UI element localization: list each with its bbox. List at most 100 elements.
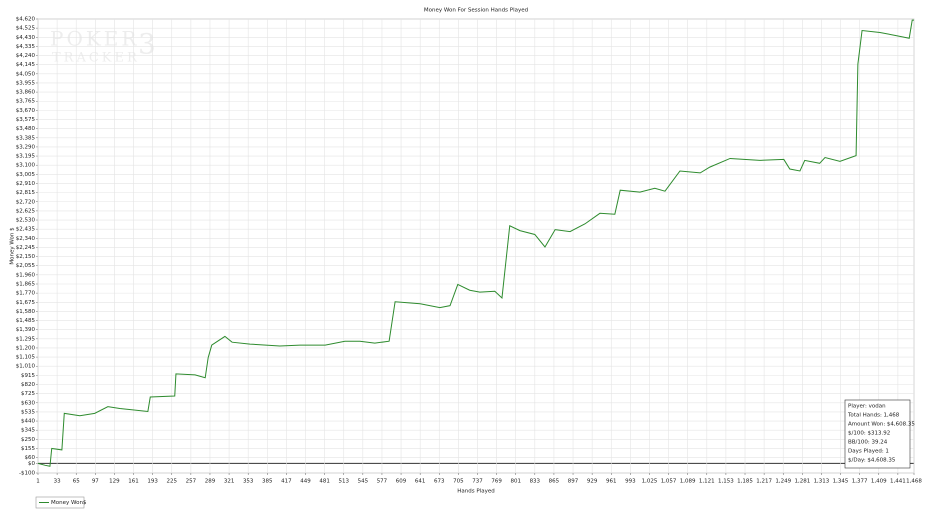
x-tick-label: 353 — [243, 479, 254, 485]
y-tick-label: $2,435 — [16, 227, 36, 233]
y-tick-label: $4,335 — [16, 44, 36, 50]
y-tick-label: $2,625 — [16, 208, 36, 214]
x-tick-label: 321 — [224, 479, 235, 485]
y-tick-label: $725 — [21, 391, 35, 397]
legend-label: Money Won$ — [51, 500, 87, 506]
info-line: Amount Won: $4,608.35 — [848, 422, 915, 428]
x-tick-label: 1,377 — [852, 479, 868, 485]
x-tick-label: 1,409 — [871, 479, 887, 485]
y-tick-label: $1,105 — [16, 355, 36, 361]
watermark-text: POKER — [50, 27, 139, 51]
y-tick-label: $3,860 — [16, 90, 36, 96]
y-tick-label: $535 — [21, 409, 35, 415]
y-tick-label: $3,575 — [16, 117, 36, 123]
y-tick-label: $250 — [21, 437, 35, 443]
x-tick-label: 769 — [491, 479, 502, 485]
y-tick-label: $3,290 — [16, 144, 36, 150]
x-tick-label: 225 — [167, 479, 178, 485]
x-tick-label: 1,281 — [794, 479, 810, 485]
x-tick-label: 1,057 — [661, 479, 677, 485]
x-tick-label: 897 — [568, 479, 579, 485]
y-tick-label: $3,195 — [16, 154, 36, 160]
y-axis-title: Money Won $ — [10, 227, 16, 265]
info-line: Player: vodan — [848, 404, 886, 410]
y-tick-label: $1,865 — [16, 281, 36, 287]
x-tick-label: 481 — [319, 479, 330, 485]
y-tick-label: $4,240 — [16, 53, 36, 59]
y-tick-label: $3,100 — [16, 163, 36, 169]
y-tick-label: $1,675 — [16, 300, 36, 306]
y-tick-label: $1,295 — [16, 336, 36, 342]
y-tick-label: $4,620 — [16, 17, 36, 23]
y-tick-label: $1,960 — [16, 272, 36, 278]
watermark: POKER TRACKER 3 — [50, 27, 156, 66]
y-tick-label: $630 — [21, 400, 35, 406]
x-tick-label: 1,089 — [680, 479, 696, 485]
x-tick-label: 865 — [549, 479, 560, 485]
y-tick-label: $4,145 — [16, 62, 36, 68]
x-tick-label: 1,185 — [737, 479, 753, 485]
y-tick-label: $1,200 — [16, 345, 36, 351]
x-tick-label: 545 — [358, 479, 369, 485]
y-tick-label: $2,150 — [16, 254, 36, 260]
x-tick-label: 289 — [205, 479, 216, 485]
x-tick-label: 1 — [36, 479, 40, 485]
info-line: Total Hands: 1,468 — [847, 413, 900, 419]
x-tick-label: 1,249 — [775, 479, 791, 485]
x-tick-label: 833 — [530, 479, 541, 485]
x-tick-label: 705 — [453, 479, 464, 485]
y-tick-label: $3,670 — [16, 108, 36, 114]
legend-box — [35, 496, 85, 509]
info-line: $/Day: $4,608.35 — [848, 458, 896, 464]
x-tick-label: 1,345 — [833, 479, 849, 485]
y-tick-label: $4,525 — [16, 26, 36, 32]
y-tick-label: $2,815 — [16, 190, 36, 196]
y-tick-label: $2,720 — [16, 199, 36, 205]
x-tick-label: 33 — [54, 479, 61, 485]
x-tick-label: 449 — [300, 479, 311, 485]
x-tick-label: 257 — [186, 479, 197, 485]
x-tick-label: 193 — [147, 479, 158, 485]
y-tick-label: $1,580 — [16, 309, 36, 315]
y-tick-label: $3,480 — [16, 126, 36, 132]
x-tick-label: 801 — [510, 479, 521, 485]
y-tick-label: $820 — [21, 382, 35, 388]
x-tick-label: 129 — [109, 479, 120, 485]
x-tick-label: 97 — [92, 479, 99, 485]
y-tick-label: $2,910 — [16, 181, 36, 187]
info-line: Days Played: 1 — [848, 449, 889, 455]
y-tick-label: -$100 — [19, 471, 35, 477]
info-box: Player: vodan Total Hands: 1,468 Amount Wo… — [844, 399, 915, 469]
y-tick-label: $3,385 — [16, 135, 36, 141]
x-tick-label: 1,025 — [642, 479, 658, 485]
y-tick-label: $1,010 — [16, 364, 36, 370]
y-tick-label: $0 — [28, 461, 35, 467]
x-tick-label: 737 — [472, 479, 483, 485]
x-tick-label: 513 — [338, 479, 349, 485]
info-line: BB/100: 39.24 — [848, 440, 888, 446]
x-tick-label: 385 — [262, 479, 273, 485]
y-tick-label: $3,765 — [16, 99, 36, 105]
info-line: $/100: $313.92 — [848, 431, 890, 437]
y-tick-label: $2,530 — [16, 218, 36, 224]
y-tick-label: $2,055 — [16, 263, 36, 269]
x-tick-label: 673 — [434, 479, 445, 485]
x-tick-label: 1,468 — [906, 479, 922, 485]
x-tick-label: 993 — [625, 479, 636, 485]
y-tick-label: $915 — [21, 373, 35, 379]
x-tick-label: 1,217 — [756, 479, 772, 485]
y-tick-label: $2,245 — [16, 245, 36, 251]
y-tick-label: $345 — [21, 428, 35, 434]
x-tick-label: 1,153 — [718, 479, 734, 485]
chart-title: Money Won For Session Hands Played — [424, 8, 528, 14]
plot-area — [37, 18, 915, 474]
data-line — [37, 19, 914, 467]
x-tick-label: 641 — [415, 479, 426, 485]
watermark-text: TRACKER — [52, 51, 140, 66]
x-tick-label: 1,441 — [890, 479, 906, 485]
info-box-frame — [844, 399, 911, 469]
x-tick-label: 609 — [396, 479, 407, 485]
x-tick-label: 961 — [606, 479, 617, 485]
x-axis-title: Hands Played — [457, 489, 494, 495]
